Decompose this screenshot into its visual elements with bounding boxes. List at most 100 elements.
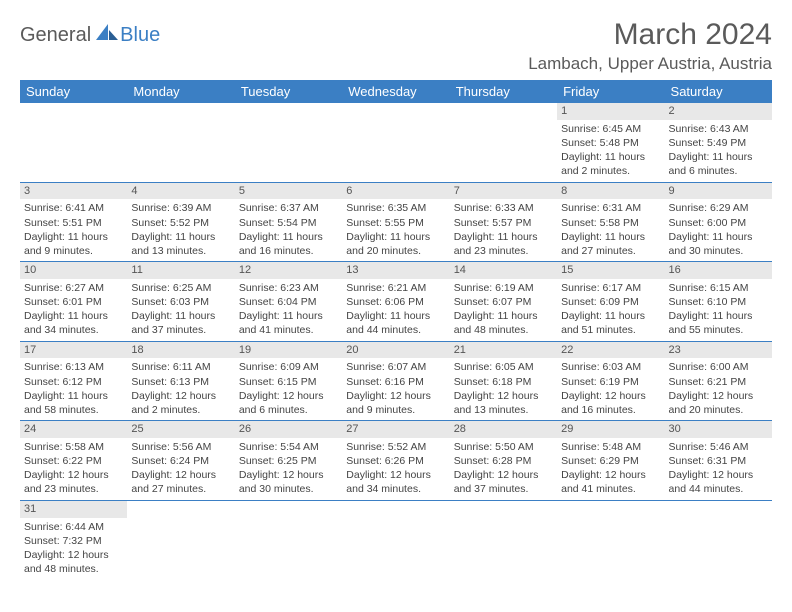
- day-line: Sunrise: 6:03 AM: [561, 360, 660, 374]
- daynum-row: 12: [20, 103, 772, 120]
- day-number: [127, 103, 234, 120]
- day-line: and 37 minutes.: [131, 323, 230, 337]
- day-line: Sunset: 6:19 PM: [561, 375, 660, 389]
- day-number: [665, 500, 772, 517]
- day-number: 20: [342, 341, 449, 358]
- day-number: 22: [557, 341, 664, 358]
- day-number: [127, 500, 234, 517]
- day-number: 2: [665, 103, 772, 120]
- day-cell: Sunrise: 5:46 AMSunset: 6:31 PMDaylight:…: [665, 438, 772, 500]
- day-line: Sunrise: 6:05 AM: [454, 360, 553, 374]
- day-line: Daylight: 11 hours: [131, 230, 230, 244]
- day-line: Sunset: 6:25 PM: [239, 454, 338, 468]
- col-wed: Wednesday: [342, 80, 449, 103]
- day-line: Sunrise: 6:35 AM: [346, 201, 445, 215]
- day-number: 15: [557, 262, 664, 279]
- day-cell: [20, 120, 127, 182]
- day-line: and 37 minutes.: [454, 482, 553, 496]
- day-line: Sunrise: 5:56 AM: [131, 440, 230, 454]
- day-cell: Sunrise: 6:45 AMSunset: 5:48 PMDaylight:…: [557, 120, 664, 182]
- day-line: Sunset: 6:04 PM: [239, 295, 338, 309]
- col-sun: Sunday: [20, 80, 127, 103]
- day-line: Sunrise: 5:54 AM: [239, 440, 338, 454]
- day-number: [235, 500, 342, 517]
- day-cell: [127, 120, 234, 182]
- day-line: Sunrise: 6:25 AM: [131, 281, 230, 295]
- daynum-row: 3456789: [20, 182, 772, 199]
- day-line: Sunset: 5:49 PM: [669, 136, 768, 150]
- day-line: Sunrise: 6:27 AM: [24, 281, 123, 295]
- day-cell: [342, 518, 449, 580]
- day-cell: Sunrise: 6:15 AMSunset: 6:10 PMDaylight:…: [665, 279, 772, 341]
- day-line: Daylight: 11 hours: [24, 389, 123, 403]
- day-line: Daylight: 12 hours: [131, 389, 230, 403]
- day-line: Sunrise: 6:45 AM: [561, 122, 660, 136]
- day-number: 10: [20, 262, 127, 279]
- day-line: Sunrise: 6:37 AM: [239, 201, 338, 215]
- day-line: Sunrise: 6:23 AM: [239, 281, 338, 295]
- day-number: 30: [665, 421, 772, 438]
- day-line: and 30 minutes.: [669, 244, 768, 258]
- daynum-row: 17181920212223: [20, 341, 772, 358]
- day-line: Sunset: 5:58 PM: [561, 216, 660, 230]
- day-line: and 27 minutes.: [131, 482, 230, 496]
- day-line: and 9 minutes.: [24, 244, 123, 258]
- day-cell: [127, 518, 234, 580]
- day-line: and 20 minutes.: [669, 403, 768, 417]
- day-line: Daylight: 12 hours: [454, 468, 553, 482]
- logo: General Blue: [20, 24, 160, 47]
- day-line: and 6 minutes.: [669, 164, 768, 178]
- day-line: Sunrise: 6:11 AM: [131, 360, 230, 374]
- day-line: Sunrise: 6:17 AM: [561, 281, 660, 295]
- day-line: and 44 minutes.: [346, 323, 445, 337]
- day-line: and 41 minutes.: [561, 482, 660, 496]
- day-line: Daylight: 11 hours: [561, 309, 660, 323]
- day-line: and 41 minutes.: [239, 323, 338, 337]
- day-number: 17: [20, 341, 127, 358]
- day-line: and 23 minutes.: [454, 244, 553, 258]
- day-number: [235, 103, 342, 120]
- day-line: Sunrise: 6:09 AM: [239, 360, 338, 374]
- day-cell: Sunrise: 6:43 AMSunset: 5:49 PMDaylight:…: [665, 120, 772, 182]
- day-cell: [235, 120, 342, 182]
- day-line: Daylight: 12 hours: [669, 389, 768, 403]
- day-number: [342, 103, 449, 120]
- day-cell: Sunrise: 6:07 AMSunset: 6:16 PMDaylight:…: [342, 358, 449, 420]
- day-cell: Sunrise: 6:27 AMSunset: 6:01 PMDaylight:…: [20, 279, 127, 341]
- logo-text-blue: Blue: [120, 24, 160, 47]
- day-line: Sunrise: 6:44 AM: [24, 520, 123, 534]
- day-line: Sunset: 6:00 PM: [669, 216, 768, 230]
- day-cell: Sunrise: 6:05 AMSunset: 6:18 PMDaylight:…: [450, 358, 557, 420]
- day-number: [342, 500, 449, 517]
- day-number: 11: [127, 262, 234, 279]
- day-cell: Sunrise: 5:50 AMSunset: 6:28 PMDaylight:…: [450, 438, 557, 500]
- day-cell: Sunrise: 6:35 AMSunset: 5:55 PMDaylight:…: [342, 199, 449, 261]
- day-cell: Sunrise: 6:19 AMSunset: 6:07 PMDaylight:…: [450, 279, 557, 341]
- day-line: Sunrise: 6:07 AM: [346, 360, 445, 374]
- day-number: [20, 103, 127, 120]
- day-line: Sunset: 6:06 PM: [346, 295, 445, 309]
- day-cell: Sunrise: 6:17 AMSunset: 6:09 PMDaylight:…: [557, 279, 664, 341]
- day-number: 23: [665, 341, 772, 358]
- day-cell: Sunrise: 6:11 AMSunset: 6:13 PMDaylight:…: [127, 358, 234, 420]
- day-line: Daylight: 11 hours: [669, 230, 768, 244]
- day-line: Daylight: 11 hours: [561, 150, 660, 164]
- day-cell: Sunrise: 6:31 AMSunset: 5:58 PMDaylight:…: [557, 199, 664, 261]
- day-number: 8: [557, 182, 664, 199]
- day-number: 9: [665, 182, 772, 199]
- day-line: Sunset: 6:24 PM: [131, 454, 230, 468]
- day-line: and 2 minutes.: [131, 403, 230, 417]
- day-line: and 16 minutes.: [561, 403, 660, 417]
- day-cell: [665, 518, 772, 580]
- day-line: and 13 minutes.: [454, 403, 553, 417]
- location: Lambach, Upper Austria, Austria: [528, 54, 772, 74]
- day-line: Sunset: 6:15 PM: [239, 375, 338, 389]
- day-cell: Sunrise: 6:29 AMSunset: 6:00 PMDaylight:…: [665, 199, 772, 261]
- col-thu: Thursday: [450, 80, 557, 103]
- day-line: Daylight: 11 hours: [454, 309, 553, 323]
- day-number: 29: [557, 421, 664, 438]
- day-line: Daylight: 12 hours: [24, 468, 123, 482]
- day-line: Sunrise: 5:48 AM: [561, 440, 660, 454]
- day-line: and 34 minutes.: [346, 482, 445, 496]
- day-line: Daylight: 11 hours: [239, 230, 338, 244]
